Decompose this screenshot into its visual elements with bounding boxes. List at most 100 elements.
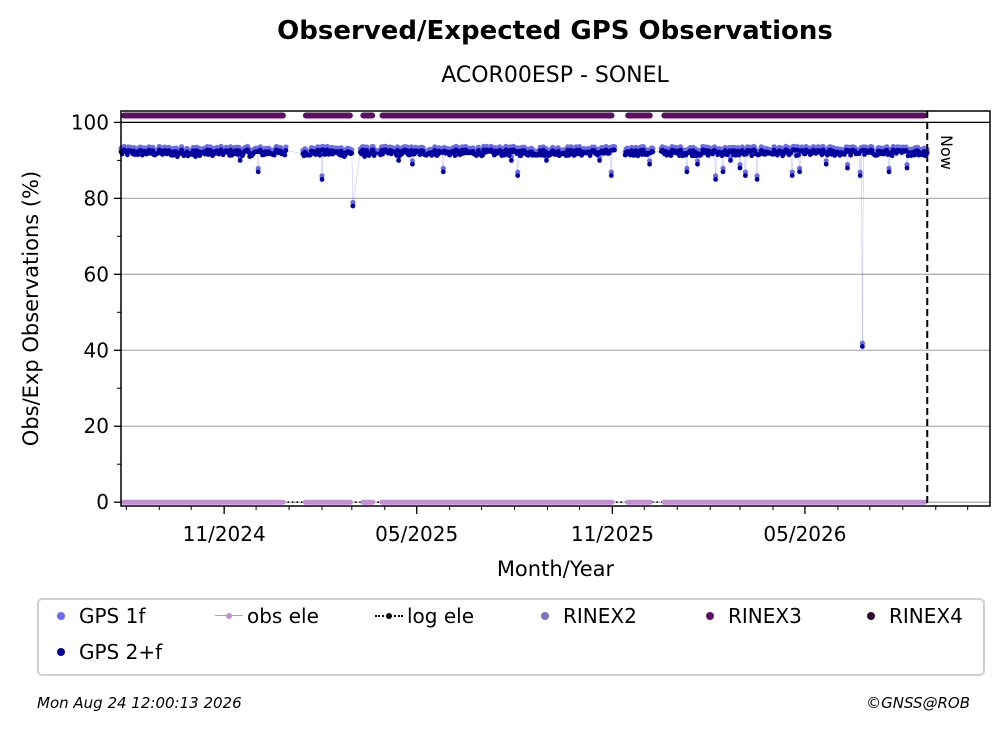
gps-2f-point [597,158,602,163]
gps-1f-point [319,173,325,179]
gps-2f-point [647,161,652,167]
legend-marker [47,606,75,626]
gps-1f-point [338,145,344,151]
rinex3-segment [121,112,286,119]
y-tick-label: 20 [84,414,109,438]
gps-2f-point [678,147,683,153]
gps-2f-point [440,169,446,175]
gps-1f-point [797,165,803,171]
x-tick-label: 11/2024 [183,522,266,546]
gps-1f-point [754,173,760,179]
gps-2f-point [396,158,401,163]
legend: GPS 1f obs ele log ele RINEX2 RINEX3 RINEX4 GP… [37,598,985,676]
legend-marker [215,606,243,626]
gps-1f-point [576,144,583,150]
legend-label: RINEX3 [728,604,802,628]
gps-2f-point [886,169,892,175]
chart-title: Observed/Expected GPS Observations [277,16,833,46]
grid-lines [121,121,990,503]
gps-1f-point [694,158,701,164]
x-tick-label: 11/2025 [571,522,654,546]
gps-2f-point [364,148,370,153]
gps-2f-point [283,148,289,153]
legend-item: RINEX3 [696,604,802,628]
gps-2f-point [255,169,261,175]
gps-2f-point [350,203,356,209]
gps-2f-point [797,169,802,175]
gps-2f-point [789,173,795,179]
legend-marker [696,606,724,626]
gps-2f-point [845,165,850,171]
gps-2f-point [612,147,617,153]
gps-2f-point [713,177,718,182]
gps-2f-point [889,153,895,159]
gps-1f-point [255,165,261,171]
gps-1f-point [886,165,892,171]
obs-ele-segment [121,499,286,505]
footer-timestamp: Mon Aug 24 12:00:13 2026 [37,694,242,712]
gps-1f-point [409,158,415,164]
legend-label: RINEX2 [563,604,637,628]
x-tick-label: 05/2026 [763,522,846,546]
gps-1f-point [515,169,521,175]
gps-2f-point [544,158,549,163]
obs-ele-segment [360,499,376,505]
y-tick-label: 60 [84,262,109,286]
gps-2f-point [823,161,829,167]
gps-2f-point [506,153,512,158]
legend-marker [47,642,75,662]
gps-2f-point [338,148,344,154]
gps-2f-point [754,177,760,182]
gps-1f-point [677,144,684,150]
legend-item: GPS 2+f [47,640,162,664]
gps-2f-point [857,173,863,179]
legend-label: RINEX4 [889,604,963,628]
chart-subtitle: ACOR00ESP - SONEL [441,63,669,88]
series-rinex3 [121,112,928,119]
legend-item: GPS 1f [47,604,145,628]
gps-2f-point [432,147,438,153]
chart-canvas: Now 0 20 40 60 80 100 11/2024 05/2025 11/2025 05/… [19,110,991,581]
gps-2f-point [282,152,288,158]
gps-1f-point [742,169,749,175]
legend-marker [531,606,559,626]
gps-1f-point [408,144,414,150]
gps-2f-point [417,152,423,158]
gps-2f-point [509,158,514,163]
gps-2f-point [307,152,313,158]
gps-2f-point [695,161,700,167]
gps-2f-point [904,165,910,171]
y-tick-label: 40 [84,338,109,362]
gps-2f-point [452,153,458,159]
gps-2f-point [569,148,575,154]
x-tick-label: 05/2025 [375,522,458,546]
gps-1f-point [150,144,156,150]
gps-2f-point [409,147,414,153]
gps-1f-point [737,162,743,168]
gps-2f-point [884,147,890,153]
gps-2f-point [349,150,355,156]
elevation-layer [121,121,990,505]
y-tick-label: 80 [84,186,109,210]
rinex3-segment [302,112,353,119]
gps-2f-point [319,177,325,182]
gps-2f-point [410,161,415,167]
rinex3-segment [661,112,928,119]
gps-1f-point [789,169,795,175]
gps-2f-point [237,158,243,163]
gps-2f-point [796,152,801,158]
gps-1f-point [844,162,851,168]
legend-label: obs ele [247,604,319,628]
gps-2f-point [860,344,865,349]
y-axis-label: Obs/Exp Observations (%) [19,171,43,446]
gps-2f-point [608,173,614,179]
footer-credit: ©GNSS@ROB [866,694,970,712]
gps-2f-point [404,148,410,153]
gps-1f-point [350,199,356,206]
legend-item: obs ele [215,604,319,628]
gps-2f-point [924,150,930,156]
obs-ele-segment [625,499,653,505]
y-tick-label: 100 [71,110,109,134]
gps-1f-point [283,144,289,150]
legend-item: log ele [375,604,474,628]
